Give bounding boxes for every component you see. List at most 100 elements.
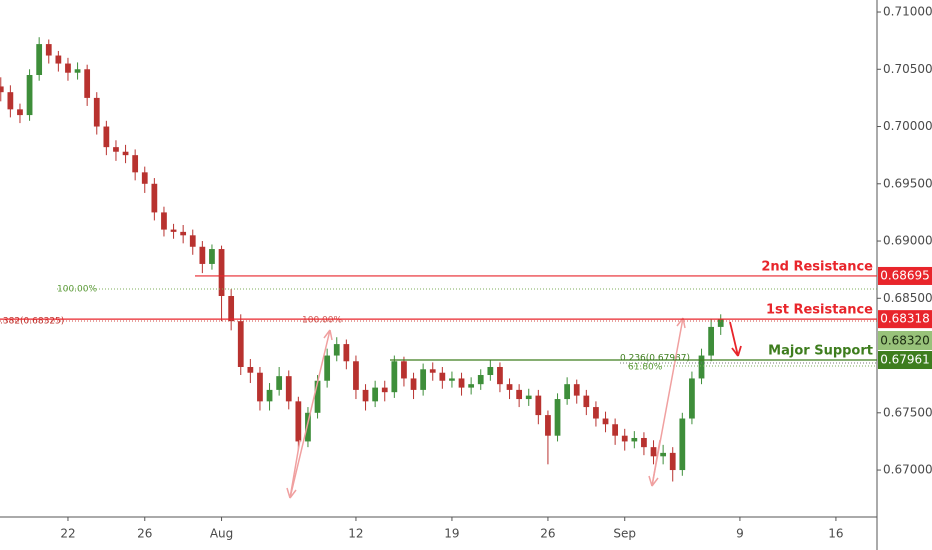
level-value-label: 0.68695: [880, 268, 930, 282]
fib-label: 100.00%: [302, 316, 342, 326]
x-tick-label: 26: [540, 527, 555, 541]
y-tick-label: 0.70000: [883, 119, 932, 133]
candle-body: [305, 412, 311, 442]
y-tick-label: 0.69000: [883, 234, 932, 248]
candle-body: [410, 378, 417, 390]
x-tick-label: Aug: [210, 527, 233, 541]
candle-body: [449, 378, 455, 381]
candle-body: [45, 44, 52, 56]
candle-body: [468, 384, 475, 388]
plot-area: [0, 37, 724, 482]
candle-body: [487, 366, 494, 376]
candle-body: [602, 418, 609, 425]
candle-body: [362, 389, 369, 402]
candle-body: [420, 369, 427, 390]
candle-body: [679, 418, 686, 471]
candle-body: [689, 378, 695, 419]
candle-body: [0, 86, 4, 93]
candle-body: [189, 235, 196, 247]
x-tick-label: 12: [348, 527, 363, 541]
candle-body: [161, 212, 167, 230]
candle-body: [516, 389, 523, 400]
candle-body: [151, 183, 158, 213]
candle-body: [669, 452, 676, 471]
candle-body: [564, 384, 571, 400]
y-tick-label: 0.71000: [883, 5, 932, 19]
candle-body: [237, 321, 244, 367]
y-tick-label: 0.67500: [883, 405, 932, 419]
x-tick-label: 19: [444, 527, 459, 541]
forecast-arrow: [729, 321, 742, 357]
candle-body: [621, 435, 628, 442]
candle-body: [554, 399, 561, 436]
candle-body: [660, 452, 667, 457]
candle-body: [314, 380, 321, 413]
candle-body: [324, 355, 331, 381]
candle-body: [497, 366, 503, 385]
candle-body: [708, 326, 715, 356]
candle-body: [343, 344, 350, 362]
level-label: 1st Resistance: [766, 303, 873, 318]
x-tick-label: Sep: [613, 527, 636, 541]
x-tick-label: 16: [828, 527, 843, 541]
candle-body: [103, 126, 110, 148]
candle-body: [26, 75, 33, 116]
candle-body: [218, 249, 225, 297]
candle-body: [266, 389, 273, 402]
price-label: 0.68320: [880, 334, 930, 348]
fib-label: 0.236(0.67987): [620, 354, 690, 364]
candle-body: [353, 361, 359, 390]
candle-body: [717, 318, 724, 327]
candle-body: [170, 229, 177, 232]
candle-body: [93, 97, 100, 127]
candle-body: [593, 407, 599, 419]
candle-body: [381, 387, 388, 393]
candle-body: [631, 437, 638, 442]
candle-body: [36, 44, 43, 76]
fib-label: .382(0.68325): [0, 317, 64, 327]
candle-body: [74, 69, 81, 73]
y-tick-label: 0.68500: [883, 291, 932, 305]
candle-body: [429, 369, 436, 373]
candle-body: [650, 447, 657, 457]
x-tick-label: 26: [137, 527, 152, 541]
level-label: Major Support: [768, 344, 873, 359]
level-label: 2nd Resistance: [761, 259, 873, 274]
candle-body: [525, 395, 532, 400]
level-box: [878, 351, 932, 370]
candle-body: [65, 63, 71, 73]
candle-body: [458, 378, 465, 388]
candle-body: [583, 395, 590, 408]
candle-body: [276, 376, 283, 390]
candle-body: [439, 372, 446, 381]
candle-body: [535, 395, 542, 416]
candle-body: [612, 424, 619, 436]
fib-label: 100.00%: [57, 285, 97, 295]
candle-body: [333, 344, 340, 356]
y-tick-label: 0.69500: [883, 176, 932, 190]
x-tick-label: 9: [736, 527, 744, 541]
candle-body: [247, 366, 254, 373]
candle-body: [257, 372, 263, 402]
candle-body: [122, 151, 129, 156]
candle-body: [132, 155, 139, 173]
x-tick-label: 22: [60, 527, 75, 541]
level-value-label: 0.68318: [880, 312, 930, 326]
candle-body: [698, 355, 705, 379]
level-value-label: 0.67961: [880, 353, 930, 367]
candle-body: [295, 401, 302, 442]
arrow: [289, 329, 333, 499]
candle-body: [141, 172, 148, 184]
candle-body: [17, 109, 23, 116]
y-tick-label: 0.70500: [883, 62, 932, 76]
candle-body: [506, 384, 513, 390]
candle-body: [391, 361, 398, 393]
fib-label: 61.80%: [628, 363, 663, 373]
candle-body: [401, 361, 407, 379]
candle-body: [113, 147, 119, 152]
candle-body: [641, 437, 647, 448]
level-box: [878, 310, 932, 329]
candle-body: [180, 231, 187, 236]
